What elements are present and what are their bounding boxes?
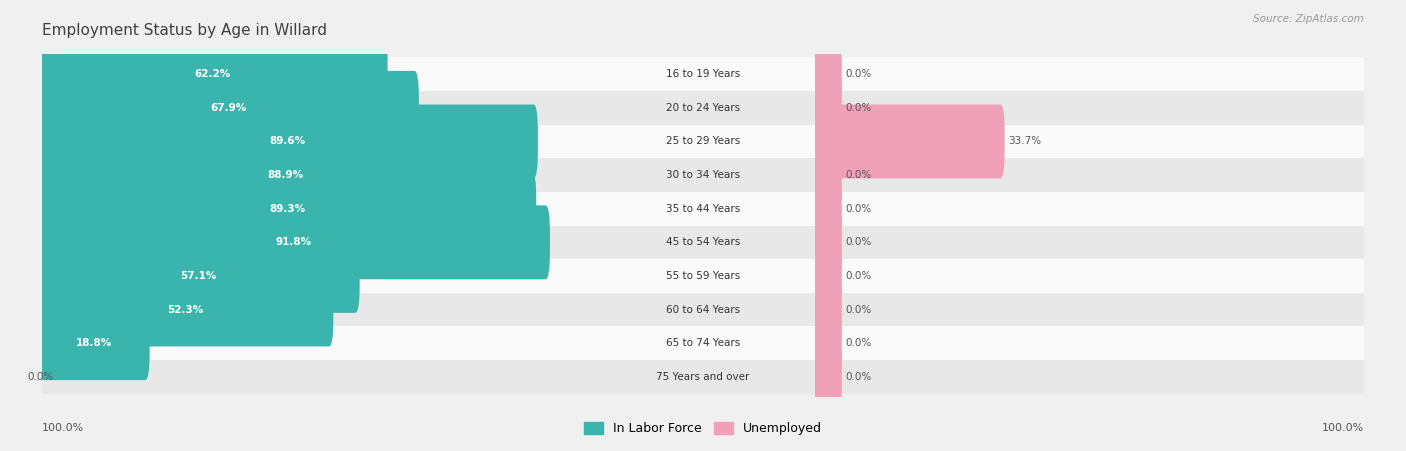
- FancyBboxPatch shape: [591, 57, 815, 91]
- Text: 88.9%: 88.9%: [269, 170, 304, 180]
- Text: 91.8%: 91.8%: [276, 237, 312, 247]
- FancyBboxPatch shape: [811, 138, 842, 212]
- FancyBboxPatch shape: [815, 124, 1406, 158]
- Text: 18.8%: 18.8%: [76, 338, 112, 348]
- FancyBboxPatch shape: [42, 91, 591, 124]
- FancyBboxPatch shape: [811, 71, 842, 145]
- Text: 89.3%: 89.3%: [269, 204, 305, 214]
- FancyBboxPatch shape: [815, 192, 1406, 226]
- FancyBboxPatch shape: [811, 272, 842, 346]
- FancyBboxPatch shape: [811, 306, 842, 380]
- Text: 0.0%: 0.0%: [845, 338, 872, 348]
- FancyBboxPatch shape: [42, 57, 591, 91]
- FancyBboxPatch shape: [815, 57, 1406, 91]
- FancyBboxPatch shape: [38, 37, 388, 111]
- Text: 89.6%: 89.6%: [270, 137, 307, 147]
- Text: 45 to 54 Years: 45 to 54 Years: [666, 237, 740, 247]
- FancyBboxPatch shape: [591, 158, 815, 192]
- FancyBboxPatch shape: [815, 226, 1406, 259]
- FancyBboxPatch shape: [591, 192, 815, 226]
- FancyBboxPatch shape: [815, 158, 1406, 192]
- FancyBboxPatch shape: [38, 172, 536, 246]
- FancyBboxPatch shape: [591, 327, 815, 360]
- Text: 33.7%: 33.7%: [1008, 137, 1042, 147]
- Text: 16 to 19 Years: 16 to 19 Years: [666, 69, 740, 79]
- FancyBboxPatch shape: [591, 91, 815, 124]
- Text: 62.2%: 62.2%: [194, 69, 231, 79]
- FancyBboxPatch shape: [42, 158, 591, 192]
- FancyBboxPatch shape: [42, 259, 591, 293]
- FancyBboxPatch shape: [42, 192, 591, 226]
- Text: Employment Status by Age in Willard: Employment Status by Age in Willard: [42, 23, 328, 37]
- FancyBboxPatch shape: [591, 360, 815, 394]
- FancyBboxPatch shape: [815, 327, 1406, 360]
- FancyBboxPatch shape: [38, 239, 360, 313]
- Text: 35 to 44 Years: 35 to 44 Years: [666, 204, 740, 214]
- FancyBboxPatch shape: [38, 205, 550, 279]
- FancyBboxPatch shape: [815, 259, 1406, 293]
- FancyBboxPatch shape: [815, 91, 1406, 124]
- FancyBboxPatch shape: [811, 205, 842, 279]
- FancyBboxPatch shape: [811, 172, 842, 246]
- Text: 0.0%: 0.0%: [845, 372, 872, 382]
- Text: 52.3%: 52.3%: [167, 304, 204, 314]
- FancyBboxPatch shape: [591, 226, 815, 259]
- Text: 0.0%: 0.0%: [845, 304, 872, 314]
- Text: 25 to 29 Years: 25 to 29 Years: [666, 137, 740, 147]
- FancyBboxPatch shape: [38, 105, 538, 179]
- FancyBboxPatch shape: [811, 105, 1005, 179]
- Text: 0.0%: 0.0%: [845, 237, 872, 247]
- FancyBboxPatch shape: [42, 293, 591, 327]
- FancyBboxPatch shape: [811, 239, 842, 313]
- FancyBboxPatch shape: [811, 37, 842, 111]
- Text: 0.0%: 0.0%: [845, 103, 872, 113]
- Text: 100.0%: 100.0%: [1322, 423, 1364, 433]
- FancyBboxPatch shape: [811, 340, 842, 414]
- Text: 100.0%: 100.0%: [42, 423, 84, 433]
- FancyBboxPatch shape: [42, 327, 591, 360]
- FancyBboxPatch shape: [38, 71, 419, 145]
- FancyBboxPatch shape: [42, 124, 591, 158]
- FancyBboxPatch shape: [38, 306, 149, 380]
- Text: 0.0%: 0.0%: [27, 372, 53, 382]
- FancyBboxPatch shape: [38, 272, 333, 346]
- FancyBboxPatch shape: [591, 293, 815, 327]
- Text: 60 to 64 Years: 60 to 64 Years: [666, 304, 740, 314]
- Text: 55 to 59 Years: 55 to 59 Years: [666, 271, 740, 281]
- FancyBboxPatch shape: [591, 124, 815, 158]
- Text: 75 Years and over: 75 Years and over: [657, 372, 749, 382]
- Text: 20 to 24 Years: 20 to 24 Years: [666, 103, 740, 113]
- FancyBboxPatch shape: [42, 226, 591, 259]
- FancyBboxPatch shape: [591, 259, 815, 293]
- Legend: In Labor Force, Unemployed: In Labor Force, Unemployed: [579, 417, 827, 440]
- FancyBboxPatch shape: [42, 360, 591, 394]
- Text: 65 to 74 Years: 65 to 74 Years: [666, 338, 740, 348]
- Text: 57.1%: 57.1%: [180, 271, 217, 281]
- FancyBboxPatch shape: [38, 138, 534, 212]
- Text: 67.9%: 67.9%: [211, 103, 246, 113]
- Text: 30 to 34 Years: 30 to 34 Years: [666, 170, 740, 180]
- Text: 0.0%: 0.0%: [845, 271, 872, 281]
- Text: Source: ZipAtlas.com: Source: ZipAtlas.com: [1253, 14, 1364, 23]
- Text: 0.0%: 0.0%: [845, 170, 872, 180]
- FancyBboxPatch shape: [815, 360, 1406, 394]
- Text: 0.0%: 0.0%: [845, 204, 872, 214]
- Text: 0.0%: 0.0%: [845, 69, 872, 79]
- FancyBboxPatch shape: [815, 293, 1406, 327]
